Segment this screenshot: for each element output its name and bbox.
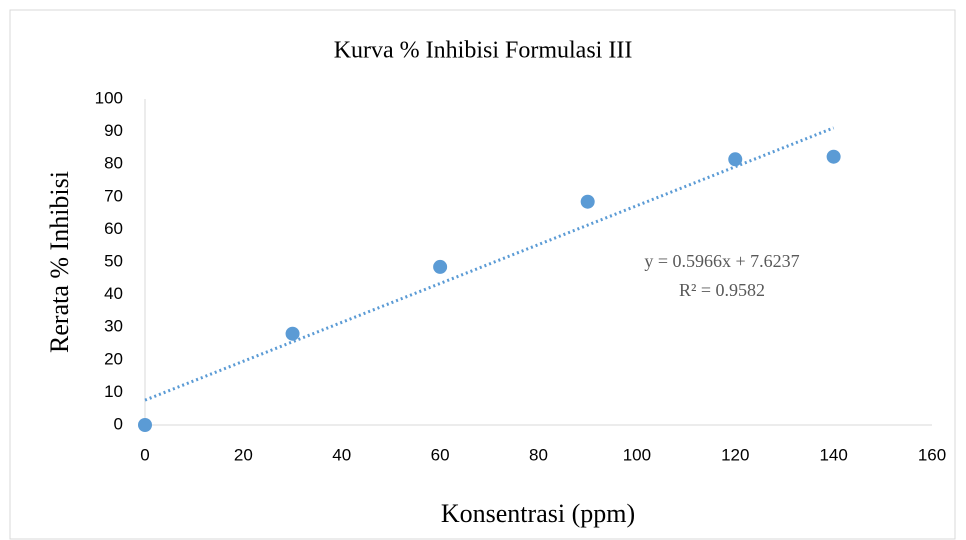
data-point: [433, 259, 448, 274]
y-tick-label: 50: [104, 251, 123, 270]
x-tick-label: 100: [623, 445, 651, 464]
y-tick-label: 70: [104, 186, 123, 205]
y-tick-label: 90: [104, 121, 123, 140]
chart-title: Kurva % Inhibisi Formulasi III: [334, 38, 633, 64]
x-tick-label: 60: [431, 445, 450, 464]
trendline-equation: y = 0.5966x + 7.6237: [644, 251, 799, 271]
data-point: [826, 149, 841, 164]
trendline: [144, 126, 835, 402]
x-tick-label: 120: [721, 445, 749, 464]
x-tick-label: 140: [819, 445, 847, 464]
y-tick-label: 40: [104, 284, 123, 303]
y-tick-label: 10: [104, 382, 123, 401]
x-tick-label: 80: [529, 445, 548, 464]
y-tick-label: 20: [104, 349, 123, 368]
y-axis-label: Rerata % Inhibisi: [45, 171, 74, 353]
data-point: [728, 152, 743, 167]
x-tick-label: 0: [140, 445, 149, 464]
chart-border: [9, 9, 956, 540]
data-point: [580, 194, 595, 209]
y-tick-label: 80: [104, 154, 123, 173]
y-tick-label: 100: [95, 88, 123, 107]
r-squared: R² = 0.9582: [679, 280, 765, 300]
data-point: [138, 418, 152, 432]
x-tick-label: 160: [918, 445, 946, 464]
y-tick-label: 30: [104, 317, 123, 336]
y-tick-label: 0: [114, 414, 123, 433]
data-point: [285, 326, 300, 341]
x-tick-label: 20: [234, 445, 253, 464]
y-tick-label: 60: [104, 219, 123, 238]
x-axis-label: Konsentrasi (ppm): [441, 499, 635, 528]
x-tick-label: 40: [332, 445, 351, 464]
